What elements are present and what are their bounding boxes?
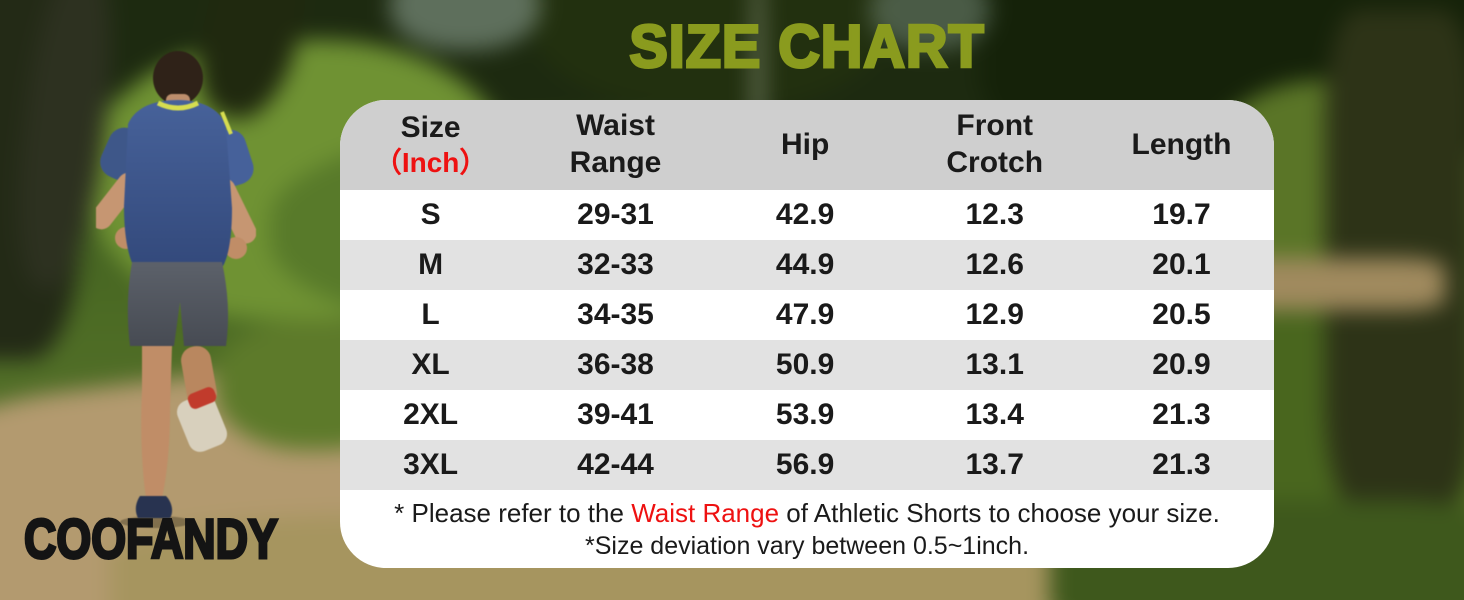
- cell-length: 20.9: [1152, 348, 1211, 381]
- note-line-2: *Size deviation vary between 0.5~1inch.: [584, 531, 1030, 560]
- cell-hip: 56.9: [775, 448, 835, 481]
- cell-size: M: [418, 248, 444, 281]
- cell-hip: 53.9: [775, 398, 835, 431]
- header-cell-waist-range: Waist Range: [569, 109, 662, 179]
- page-title: SIZE CHART: [628, 12, 985, 82]
- rear-shoe-sole: [176, 394, 228, 452]
- note-highlight-waist-range: Waist Range: [631, 497, 780, 528]
- runner-shirt: [124, 100, 232, 270]
- cell-waist-range: 36-38: [577, 348, 654, 381]
- bg-sky-patch: [870, 0, 990, 50]
- cell-length: 21.3: [1152, 398, 1211, 431]
- cell-hip: 50.9: [775, 348, 835, 381]
- front-shoe: [135, 496, 173, 518]
- cell-front-crotch: 12.6: [965, 248, 1024, 281]
- table-row-s: S 29-31 42.9 12.3 19.7: [340, 190, 1274, 240]
- cell-size: L: [421, 298, 440, 331]
- cell-waist-range: 29-31: [577, 198, 654, 231]
- cell-front-crotch: 12.9: [965, 298, 1024, 331]
- cell-front-crotch: 13.7: [965, 448, 1024, 481]
- cell-size: 2XL: [403, 398, 459, 431]
- cell-hip: 47.9: [775, 298, 835, 331]
- note-prefix: * Please refer to the: [394, 497, 632, 528]
- table-row-xl: XL 36-38 50.9 13.1 20.9: [340, 340, 1274, 390]
- brand-logo: COOFANDY: [23, 506, 279, 572]
- cell-hip: 44.9: [775, 248, 835, 281]
- cell-front-crotch: 13.4: [965, 398, 1024, 431]
- size-chart-card: Size （Inch） Waist Range Hip Front Crotch…: [340, 100, 1274, 568]
- cell-waist-range: 34-35: [577, 298, 654, 331]
- header-cell-hip: Hip: [780, 127, 830, 161]
- size-unit-label: （Inch）: [373, 147, 488, 179]
- cell-size: S: [420, 198, 441, 231]
- cell-waist-range: 42-44: [577, 448, 654, 481]
- cell-front-crotch: 12.3: [965, 198, 1024, 231]
- shirt-collar-trim: [156, 100, 200, 111]
- cell-length: 21.3: [1152, 448, 1211, 481]
- cell-front-crotch: 13.1: [965, 348, 1024, 381]
- note-line-1: * Please refer to the Waist Range of Ath…: [394, 498, 1220, 529]
- footnotes: * Please refer to the Waist Range of Ath…: [340, 490, 1274, 568]
- table-row-3xl: 3XL 42-44 56.9 13.7 21.3: [340, 440, 1274, 490]
- cell-length: 19.7: [1152, 198, 1211, 231]
- rear-shoe-toe: [187, 387, 217, 409]
- table-row-m: M 32-33 44.9 12.6 20.1: [340, 240, 1274, 290]
- cell-length: 20.1: [1152, 248, 1211, 281]
- cell-waist-range: 32-33: [577, 248, 654, 281]
- table-row-l: L 34-35 47.9 12.9 20.5: [340, 290, 1274, 340]
- table-header-row: Size （Inch） Waist Range Hip Front Crotch…: [340, 100, 1274, 190]
- note-suffix: of Athletic Shorts to choose your size.: [779, 497, 1220, 528]
- runner-hair: [153, 51, 203, 105]
- runner-photo: [96, 51, 256, 528]
- header-cell-length: Length: [1131, 127, 1232, 161]
- shirt-side-trim: [220, 111, 233, 135]
- runner-shorts: [127, 262, 229, 346]
- cell-length: 20.5: [1152, 298, 1211, 331]
- table-row-2xl: 2XL 39-41 53.9 13.4 21.3: [340, 390, 1274, 440]
- cell-hip: 42.9: [775, 198, 835, 231]
- cell-size: XL: [411, 348, 450, 381]
- runner-leg: [141, 346, 172, 498]
- header-cell-size: Size （Inch）: [340, 100, 521, 190]
- header-cell-front-crotch: Front Crotch: [946, 109, 1044, 179]
- cell-waist-range: 39-41: [577, 398, 654, 431]
- cell-size: 3XL: [403, 448, 459, 481]
- runner-shadow: [120, 516, 192, 528]
